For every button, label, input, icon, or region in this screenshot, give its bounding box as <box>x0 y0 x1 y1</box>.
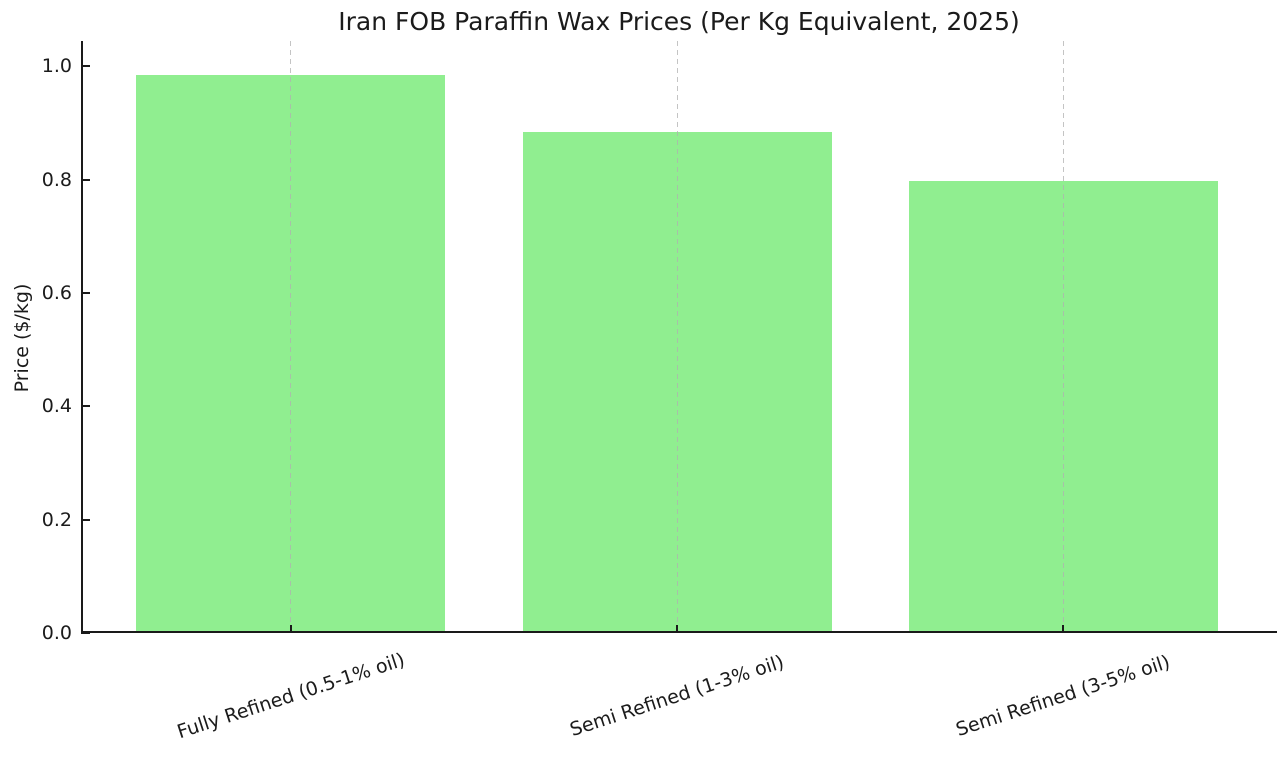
y-tick-mark <box>83 178 90 181</box>
plot-area <box>82 41 1276 634</box>
y-tick-mark <box>83 405 90 408</box>
y-tick-mark <box>83 518 90 521</box>
gridline <box>1062 41 1064 633</box>
y-tick-label: 0.8 <box>41 168 72 191</box>
y-tick-label: 0.6 <box>41 282 72 305</box>
x-axis-spine <box>81 631 1277 633</box>
gridline <box>676 41 678 633</box>
x-tick-label: Fully Refined (0.5-1% oil) <box>174 648 408 744</box>
x-tick-mark <box>676 625 679 632</box>
chart-title: Iran FOB Paraffin Wax Prices (Per Kg Equ… <box>338 7 1020 36</box>
y-tick-label: 0.2 <box>41 508 72 531</box>
y-tick-label: 1.0 <box>41 55 72 78</box>
y-axis-spine <box>81 41 83 634</box>
x-tick-mark <box>289 625 292 632</box>
gridline <box>290 41 292 633</box>
y-tick-mark <box>83 292 90 295</box>
y-tick-label: 0.0 <box>41 622 72 644</box>
x-tick-label: Semi Refined (1-3% oil) <box>567 650 787 742</box>
y-tick-mark <box>83 65 90 68</box>
x-tick-label: Semi Refined (3-5% oil) <box>953 650 1173 742</box>
x-tick-mark <box>1062 625 1065 632</box>
y-tick-label: 0.4 <box>41 395 72 418</box>
y-tick-mark <box>83 632 90 634</box>
